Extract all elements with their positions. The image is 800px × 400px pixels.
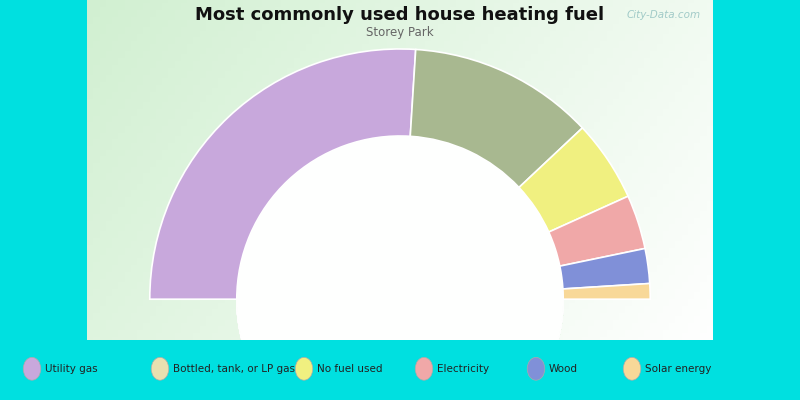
Circle shape	[237, 136, 563, 400]
Text: Electricity: Electricity	[437, 364, 489, 374]
Circle shape	[237, 136, 563, 400]
Circle shape	[237, 136, 563, 400]
Ellipse shape	[151, 358, 169, 380]
Wedge shape	[519, 128, 628, 232]
Ellipse shape	[415, 358, 433, 380]
Ellipse shape	[295, 358, 313, 380]
Circle shape	[237, 136, 563, 400]
Circle shape	[237, 136, 563, 400]
Wedge shape	[150, 49, 416, 299]
Circle shape	[237, 136, 563, 400]
Ellipse shape	[23, 358, 41, 380]
Circle shape	[237, 136, 563, 400]
Wedge shape	[560, 248, 650, 289]
Circle shape	[237, 136, 563, 400]
Circle shape	[237, 136, 563, 400]
Circle shape	[237, 136, 563, 400]
Circle shape	[237, 136, 563, 400]
Circle shape	[237, 136, 563, 400]
Circle shape	[237, 136, 563, 400]
Circle shape	[237, 136, 563, 400]
Circle shape	[237, 136, 563, 400]
Circle shape	[237, 136, 563, 400]
Circle shape	[237, 136, 563, 400]
Text: City-Data.com: City-Data.com	[626, 10, 700, 20]
Circle shape	[237, 136, 563, 400]
Circle shape	[237, 136, 563, 400]
Text: Storey Park: Storey Park	[366, 26, 434, 39]
Circle shape	[237, 136, 563, 400]
Wedge shape	[549, 196, 645, 266]
Circle shape	[237, 136, 563, 400]
Circle shape	[237, 136, 563, 400]
Circle shape	[237, 136, 563, 400]
Circle shape	[237, 136, 563, 400]
Circle shape	[237, 136, 563, 400]
Circle shape	[237, 136, 563, 400]
Text: Most commonly used house heating fuel: Most commonly used house heating fuel	[195, 6, 605, 24]
Ellipse shape	[527, 358, 545, 380]
Text: Utility gas: Utility gas	[45, 364, 98, 374]
Circle shape	[237, 136, 563, 400]
Text: No fuel used: No fuel used	[317, 364, 382, 374]
Circle shape	[237, 136, 563, 400]
Text: Solar energy: Solar energy	[645, 364, 711, 374]
Circle shape	[237, 136, 563, 400]
Circle shape	[237, 136, 563, 400]
Text: Wood: Wood	[549, 364, 578, 374]
Circle shape	[237, 136, 563, 400]
Circle shape	[237, 136, 563, 400]
Ellipse shape	[623, 358, 641, 380]
Wedge shape	[563, 284, 650, 299]
Circle shape	[237, 136, 563, 400]
Circle shape	[237, 136, 563, 400]
Circle shape	[237, 136, 563, 400]
Circle shape	[237, 136, 563, 400]
Circle shape	[237, 136, 563, 400]
Circle shape	[237, 136, 563, 400]
Wedge shape	[410, 50, 582, 188]
Text: Bottled, tank, or LP gas: Bottled, tank, or LP gas	[173, 364, 294, 374]
Circle shape	[237, 136, 563, 400]
Circle shape	[237, 136, 563, 400]
